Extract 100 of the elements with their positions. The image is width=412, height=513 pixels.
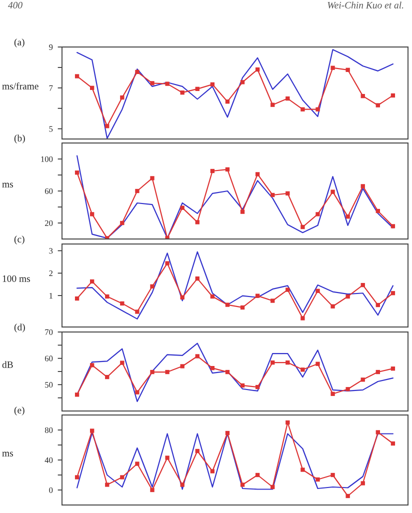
- y-tick-label: 7: [49, 85, 53, 91]
- point: [360, 282, 365, 288]
- point: [316, 107, 320, 112]
- point: [316, 362, 320, 366]
- point: [135, 310, 140, 314]
- chart-title: (d): [14, 324, 25, 332]
- point: [74, 392, 80, 397]
- point: [180, 295, 184, 300]
- point: [255, 294, 260, 298]
- point: [135, 390, 140, 394]
- point: [300, 468, 305, 472]
- point: [240, 210, 245, 214]
- point: [90, 86, 94, 90]
- point: [376, 430, 380, 434]
- point: [270, 102, 275, 107]
- y-tick-label: 60: [44, 188, 53, 194]
- point: [376, 302, 380, 308]
- point: [150, 81, 154, 86]
- point: [360, 378, 365, 382]
- point: [390, 366, 396, 371]
- point: [376, 103, 380, 108]
- point: [150, 284, 154, 288]
- point: [195, 86, 200, 91]
- point: [165, 236, 170, 239]
- point: [90, 279, 94, 284]
- point: [270, 298, 275, 303]
- line-series: [76, 251, 394, 320]
- point: [225, 167, 230, 172]
- point: [255, 472, 260, 478]
- point: [270, 360, 275, 365]
- point: [390, 224, 396, 228]
- y-tick-label: 1: [50, 292, 52, 298]
- point: [210, 82, 215, 86]
- point: [330, 472, 335, 478]
- point: [120, 360, 124, 365]
- point: [286, 96, 290, 101]
- point: [330, 190, 335, 194]
- point: [255, 172, 260, 176]
- point: [90, 428, 94, 433]
- point: [195, 276, 200, 281]
- point: [135, 462, 140, 466]
- point: [74, 74, 80, 78]
- point: [360, 481, 365, 486]
- point: [195, 448, 200, 454]
- point: [240, 80, 245, 84]
- point: [316, 212, 320, 216]
- point: [286, 360, 290, 365]
- text: Wei-Chin Kuo et al.: [328, 2, 404, 8]
- point: [300, 224, 305, 230]
- y-tick-label: 0: [49, 487, 53, 493]
- point: [90, 212, 94, 216]
- point: [165, 370, 170, 374]
- point: [210, 469, 215, 474]
- point: [255, 67, 260, 72]
- point: [300, 107, 305, 112]
- point: [376, 370, 380, 374]
- y-tick-label: 20: [45, 220, 53, 226]
- point: [90, 363, 94, 368]
- y-tick-label: 50: [45, 382, 53, 388]
- point: [270, 192, 275, 198]
- point: [346, 294, 350, 299]
- point: [376, 208, 380, 214]
- point: [390, 291, 396, 296]
- point: [225, 302, 230, 307]
- point: [120, 475, 124, 480]
- point: [300, 368, 305, 372]
- point: [286, 288, 290, 292]
- point: [286, 420, 290, 425]
- point: [225, 100, 230, 104]
- point: [105, 124, 110, 128]
- line-series: [76, 342, 394, 402]
- y-axis-title: ms/frame: [2, 82, 38, 90]
- y-axis-title: 100 ms: [2, 275, 30, 282]
- y-tick-label: 3: [49, 248, 53, 254]
- chart-title: (b): [14, 134, 25, 144]
- point: [210, 366, 215, 370]
- point: [165, 261, 170, 266]
- point: [165, 82, 170, 86]
- point: [346, 68, 350, 72]
- point: [74, 170, 80, 175]
- y-tick-label: 70: [45, 329, 53, 335]
- point: [120, 301, 124, 306]
- point: [180, 206, 184, 210]
- y-axis-title: dB: [2, 361, 13, 368]
- y-tick-label: 100: [41, 156, 53, 162]
- point: [240, 383, 245, 388]
- point: [346, 494, 350, 498]
- point: [360, 94, 365, 98]
- point: [286, 191, 290, 196]
- point: [300, 316, 305, 320]
- y-tick-label: 9: [49, 44, 53, 50]
- point: [346, 387, 350, 392]
- y-tick-label: 5: [49, 126, 53, 132]
- point: [135, 70, 140, 74]
- point: [360, 184, 365, 188]
- point: [240, 305, 245, 310]
- point: [120, 220, 124, 226]
- point: [210, 294, 215, 299]
- point: [74, 296, 80, 301]
- point: [255, 384, 260, 390]
